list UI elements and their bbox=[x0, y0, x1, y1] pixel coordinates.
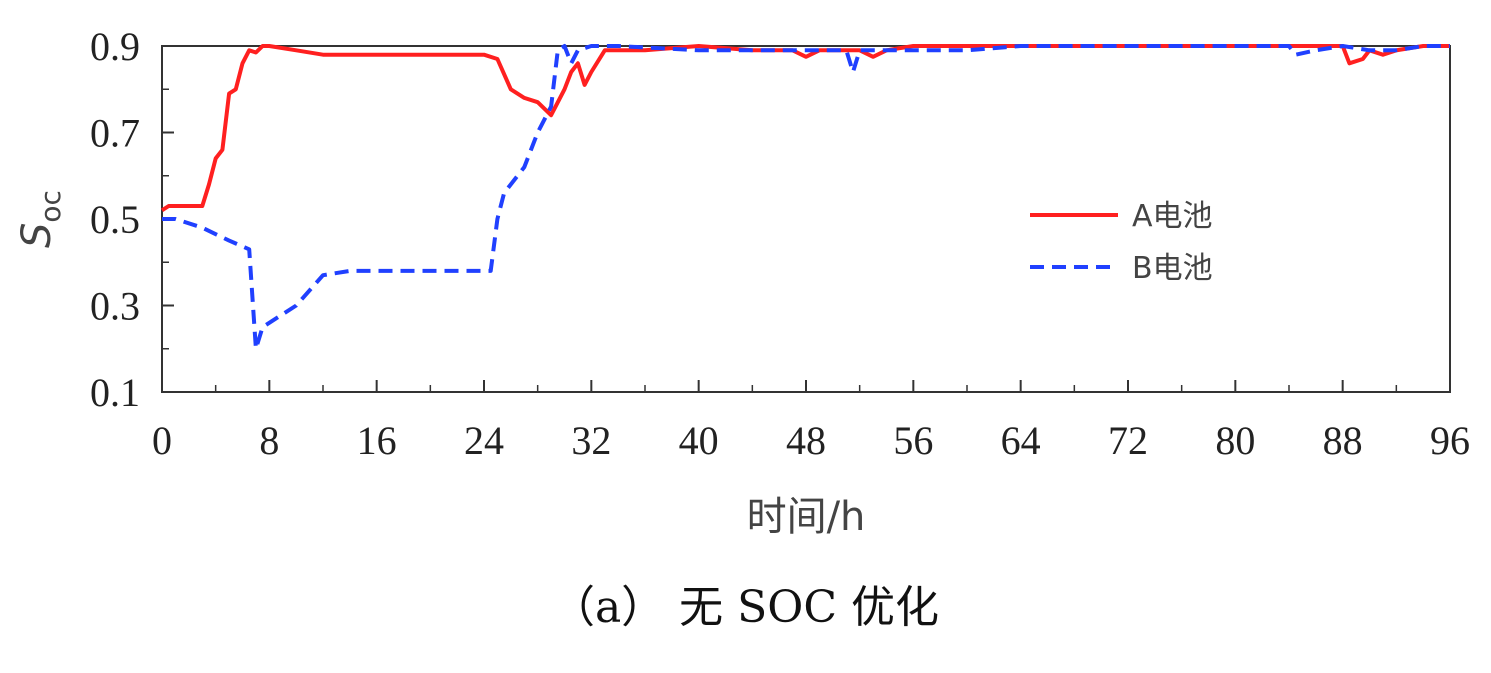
series-line-a bbox=[160, 44, 1450, 212]
y-axis-title: Soc bbox=[14, 190, 67, 248]
series-line-b bbox=[162, 44, 1450, 351]
series-layer bbox=[160, 44, 1450, 351]
plot-frame bbox=[161, 45, 1451, 393]
x-tick-label: 64 bbox=[1001, 418, 1041, 463]
y-tick-label: 0.3 bbox=[90, 284, 140, 329]
plot-border bbox=[161, 45, 1451, 393]
x-tick-label: 24 bbox=[464, 418, 504, 463]
x-tick-label: 80 bbox=[1215, 418, 1255, 463]
x-tick-label: 72 bbox=[1108, 418, 1148, 463]
y-axis-title-main: S bbox=[14, 223, 60, 248]
x-tick-label: 56 bbox=[893, 418, 933, 463]
x-tick-label: 16 bbox=[357, 418, 397, 463]
x-tick-label: 40 bbox=[679, 418, 719, 463]
x-tick-label: 96 bbox=[1430, 418, 1470, 463]
legend: A电池 B电池 bbox=[1030, 199, 1213, 286]
x-tick-label: 48 bbox=[786, 418, 826, 463]
y-axis-title-sub: oc bbox=[34, 190, 67, 223]
figure-caption: （a） 无 SOC 优化 bbox=[551, 582, 939, 633]
x-axis-title: 时间/h bbox=[747, 494, 866, 540]
x-tick-label: 32 bbox=[571, 418, 611, 463]
legend-label-a: A电池 bbox=[1132, 199, 1213, 234]
x-tick-label: 88 bbox=[1323, 418, 1363, 463]
y-tick-label: 0.9 bbox=[90, 24, 140, 69]
axis-labels: 时间/h Soc （a） 无 SOC 优化 bbox=[14, 190, 939, 633]
y-tick-label: 0.5 bbox=[90, 197, 140, 242]
legend-label-b: B电池 bbox=[1132, 251, 1213, 286]
y-tick-label: 0.1 bbox=[90, 370, 140, 415]
y-tick-label: 0.7 bbox=[90, 111, 140, 156]
x-tick-label: 0 bbox=[152, 418, 172, 463]
x-tick-label: 8 bbox=[259, 418, 279, 463]
axis-ticks: 0 8 16 24 32 40 48 56 64 72 80 88 96 0.1 0.3 0.5 0.7 0.9 bbox=[90, 24, 1470, 463]
